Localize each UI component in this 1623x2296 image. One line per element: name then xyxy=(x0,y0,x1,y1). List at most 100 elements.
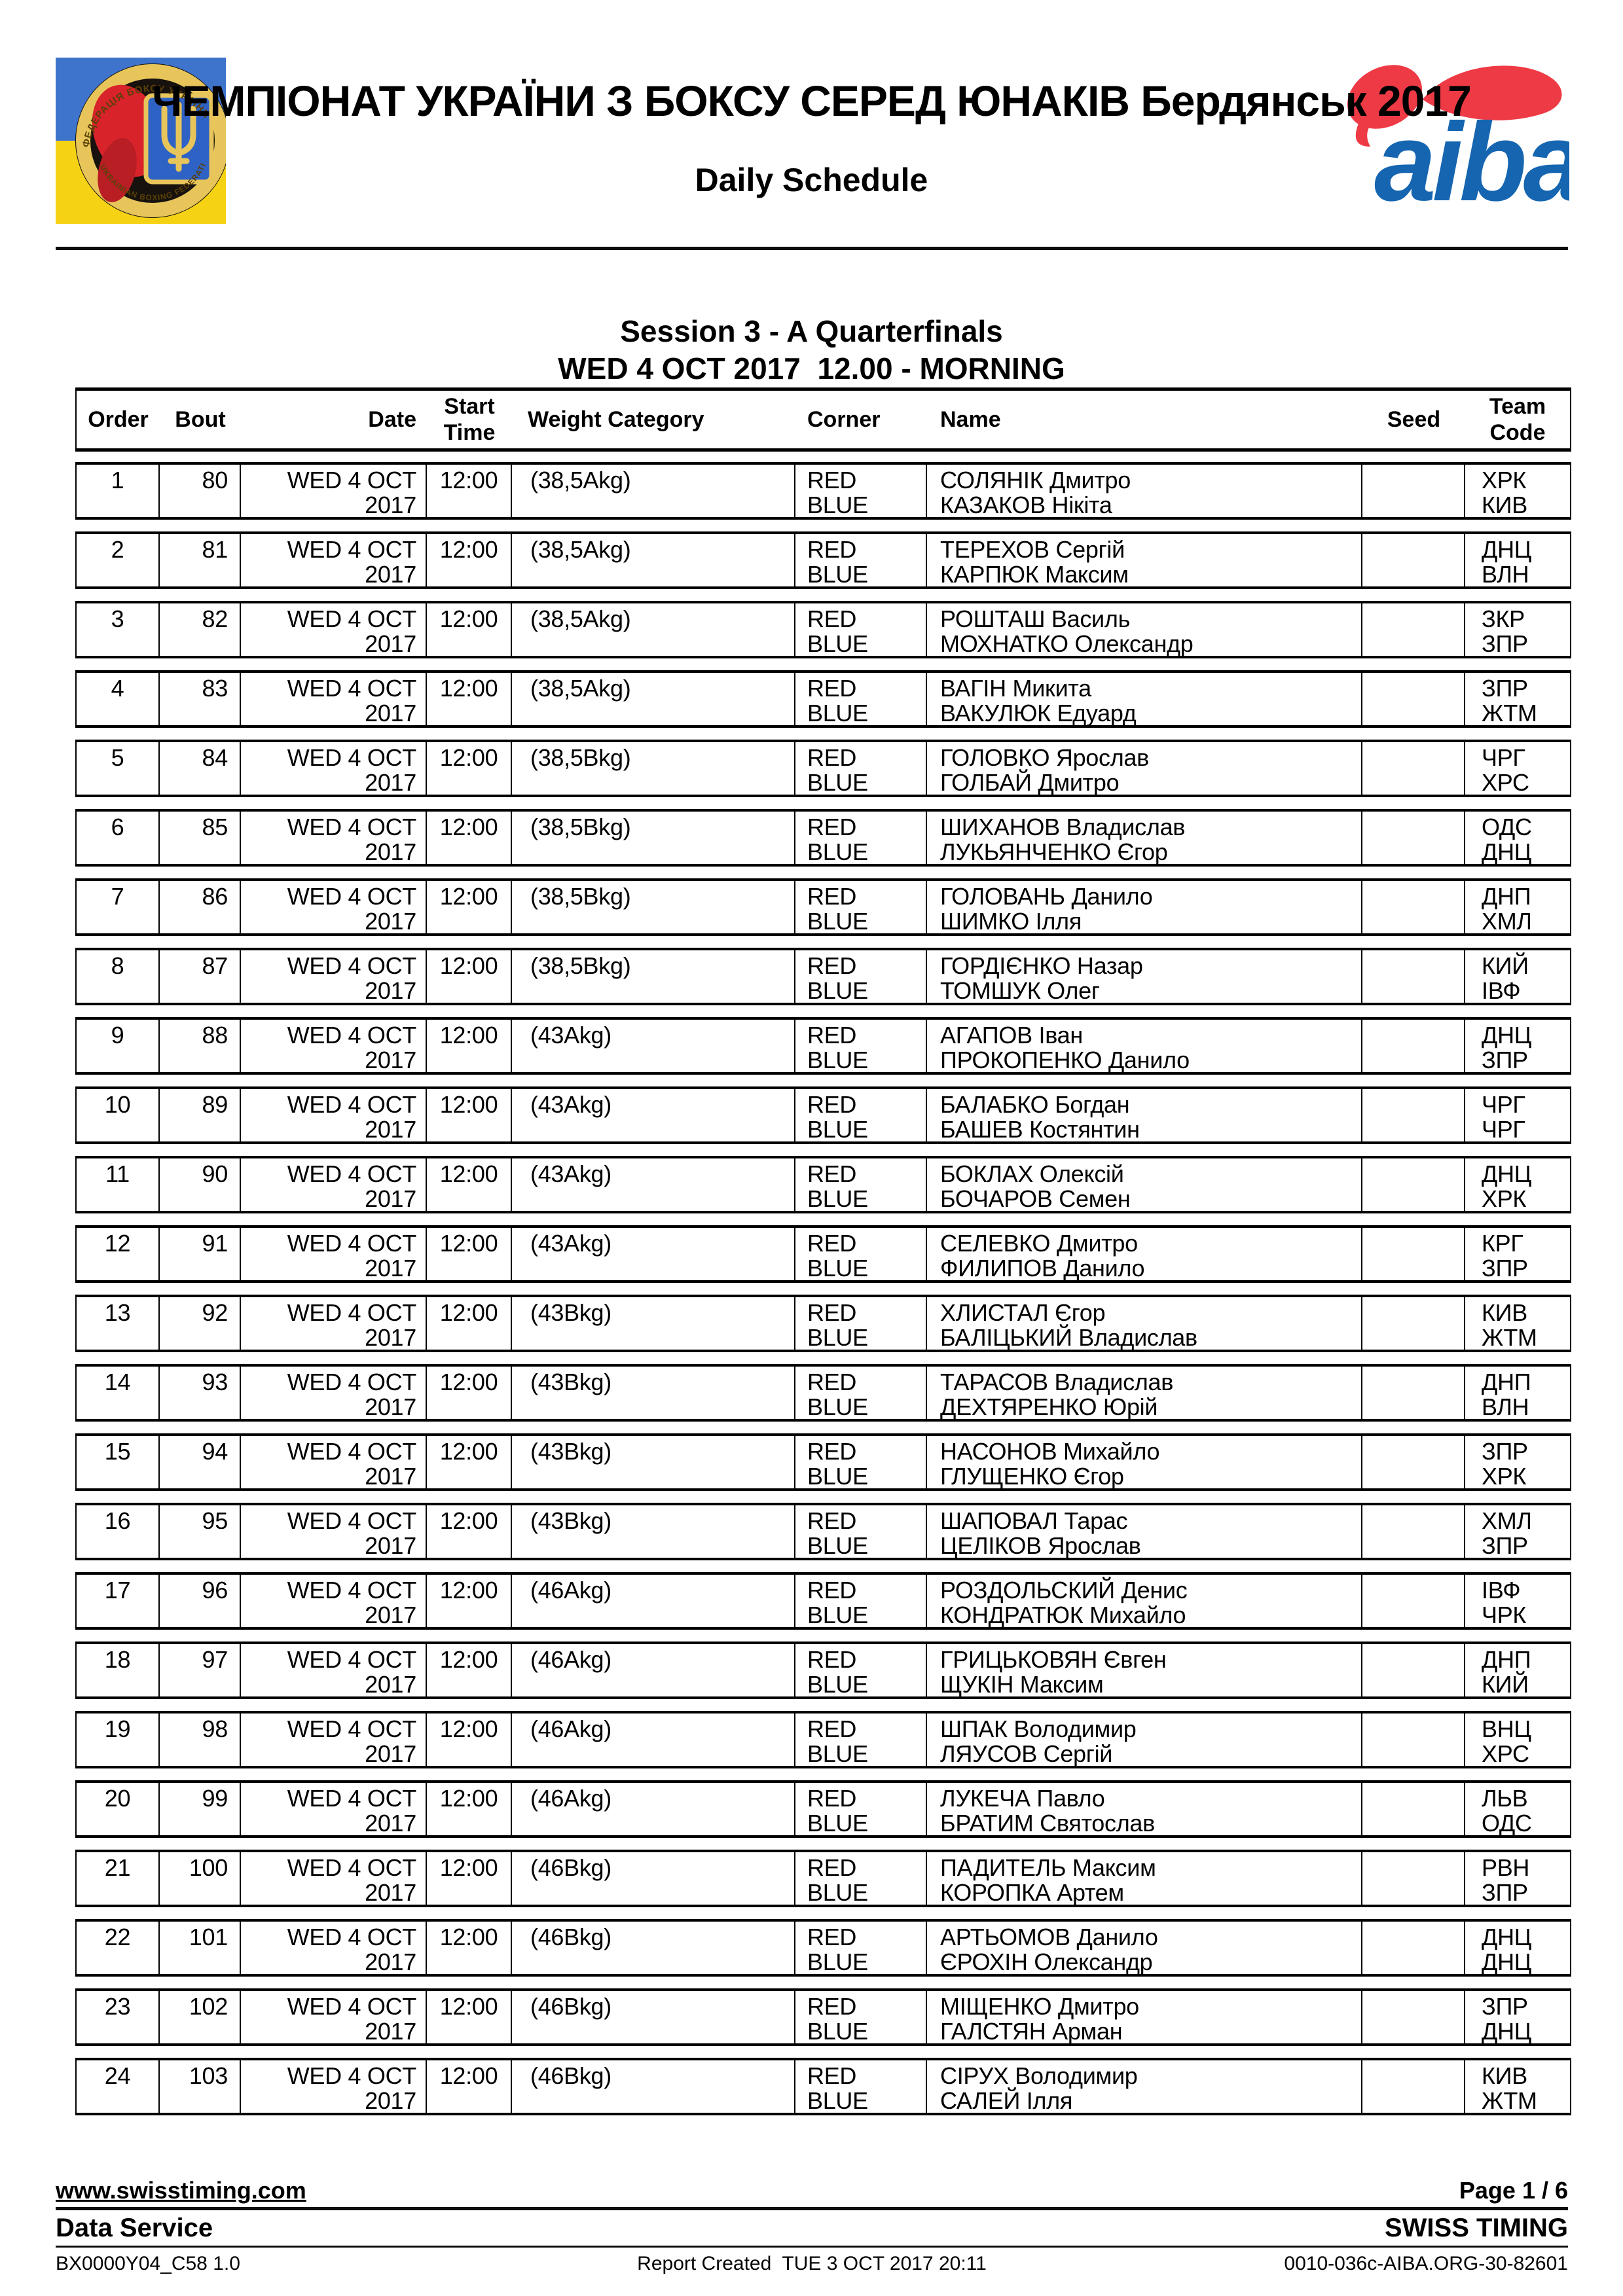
blue-team-code: ЗПР xyxy=(1482,630,1528,657)
cell-names: ШПАК Володимир ЛЯУСОВ Сергій xyxy=(927,1713,1362,1766)
red-team-code: ДНП xyxy=(1482,1646,1531,1673)
cell-corner: RED BLUE xyxy=(795,534,927,586)
aiba-swoosh-right xyxy=(1423,65,1562,120)
red-team-code: ДНЦ xyxy=(1482,1022,1532,1049)
blue-boxer-name: ЄРОХІН Олександр xyxy=(940,1948,1153,1975)
cell-order: 13 xyxy=(77,1297,160,1350)
blue-team-code: ДНЦ xyxy=(1482,838,1532,865)
table-row: 17 96 WED 4 OCT 2017 12:00 (46Akg) RED B… xyxy=(75,1572,1571,1630)
red-team-code: КРГ xyxy=(1482,1230,1523,1257)
cell-names: АРТЬОМОВ Данило ЄРОХІН Олександр xyxy=(927,1922,1362,1974)
cell-date: WED 4 OCT 2017 xyxy=(241,812,427,864)
red-boxer-name: СІРУХ Володимир xyxy=(940,2062,1138,2089)
cell-order: 9 xyxy=(77,1020,160,1072)
cell-names: РОЗДОЛЬСКИЙ Денис КОНДРАТЮК Михайло xyxy=(927,1575,1362,1627)
cell-bout: 92 xyxy=(160,1297,241,1350)
cell-team-codes: ДНП КИЙ xyxy=(1465,1644,1570,1698)
red-boxer-name: ШПАК Володимир xyxy=(940,1715,1137,1742)
corner-blue-label: BLUE xyxy=(807,561,868,588)
column-header-seed: Seed xyxy=(1387,407,1441,432)
cell-date: WED 4 OCT 2017 xyxy=(241,1367,427,1419)
page-number: Page 1 / 6 xyxy=(1459,2177,1568,2204)
red-boxer-name: СОЛЯНІК Дмитро xyxy=(940,467,1131,493)
blue-team-code: ЧРК xyxy=(1482,1602,1527,1628)
red-boxer-name: БАЛАБКО Богдан xyxy=(940,1091,1130,1118)
cell-names: ГОЛОВКО Ярослав ГОЛБАЙ Дмитро xyxy=(927,742,1362,795)
red-team-code: ЧРГ xyxy=(1482,744,1525,771)
cell-bout: 103 xyxy=(160,2060,241,2113)
cell-corner: RED BLUE xyxy=(795,950,927,1003)
cell-start-time: 12:00 xyxy=(427,2060,512,2113)
swisstiming-link[interactable]: www.swisstiming.com xyxy=(56,2177,306,2204)
table-row: 5 84 WED 4 OCT 2017 12:00 (38,5Bkg) RED … xyxy=(75,740,1571,797)
aiba-logo-graphic: aiba xyxy=(1347,65,1586,224)
cell-team-codes: ХМЛ ЗПР xyxy=(1465,1505,1570,1558)
cell-weight-category: (38,5Akg) xyxy=(512,465,795,517)
cell-bout: 84 xyxy=(160,742,241,795)
cell-corner: RED BLUE xyxy=(795,1922,927,1974)
cell-team-codes: ОДС ДНЦ xyxy=(1465,812,1570,865)
corner-blue-label: BLUE xyxy=(807,1324,868,1351)
blue-team-code: КИЙ xyxy=(1482,1671,1529,1698)
cell-order: 4 xyxy=(77,673,160,725)
cell-corner: RED BLUE xyxy=(795,465,927,517)
cell-weight-category: (38,5Akg) xyxy=(512,534,795,586)
red-boxer-name: РОШТАШ Василь xyxy=(940,605,1131,632)
red-boxer-name: СЕЛЕВКО Дмитро xyxy=(940,1230,1138,1257)
cell-start-time: 12:00 xyxy=(427,1297,512,1350)
corner-red-label: RED xyxy=(807,536,857,563)
table-row: 23 102 WED 4 OCT 2017 12:00 (46Bkg) RED … xyxy=(75,1988,1571,2046)
cell-team-codes: ЗКР ЗПР xyxy=(1465,603,1570,656)
table-row: 6 85 WED 4 OCT 2017 12:00 (38,5Bkg) RED … xyxy=(75,809,1571,867)
blue-boxer-name: БОЧАРОВ Семен xyxy=(940,1185,1131,1212)
swiss-timing-label: SWISS TIMING xyxy=(1385,2214,1568,2242)
cell-team-codes: ЗПР ЖТМ xyxy=(1465,673,1570,726)
red-team-code: ЗПР xyxy=(1482,1993,1528,2020)
session-heading: Session 3 - A Quarterfinals WED 4 OCT 20… xyxy=(0,313,1623,387)
cell-order: 8 xyxy=(77,950,160,1003)
table-row: 8 87 WED 4 OCT 2017 12:00 (38,5Bkg) RED … xyxy=(75,948,1571,1005)
cell-weight-category: (43Bkg) xyxy=(512,1297,795,1350)
red-team-code: ДНЦ xyxy=(1482,1160,1532,1187)
emblem-gold-ring xyxy=(76,64,226,217)
blue-boxer-name: ЦЕЛІКОВ Ярослав xyxy=(940,1532,1141,1559)
cell-start-time: 12:00 xyxy=(427,1922,512,1974)
federation-logo-graphic: ФЕДЕРАЦІЯ БОКСУ УКРАЇНИ UKRAINIAN BOXING… xyxy=(56,58,226,224)
red-team-code: ЗПР xyxy=(1482,1438,1528,1465)
cell-start-time: 12:00 xyxy=(427,1505,512,1558)
cell-weight-category: (38,5Bkg) xyxy=(512,950,795,1003)
cell-corner: RED BLUE xyxy=(795,1575,927,1627)
red-team-code: КИВ xyxy=(1482,1299,1527,1326)
red-team-code: РВН xyxy=(1482,1854,1530,1881)
cell-team-codes: ЧРГ ЧРГ xyxy=(1465,1089,1570,1142)
cell-corner: RED BLUE xyxy=(795,881,927,933)
cell-bout: 99 xyxy=(160,1783,241,1835)
session-title: Session 3 - A Quarterfinals xyxy=(620,314,1003,348)
table-row: 22 101 WED 4 OCT 2017 12:00 (46Bkg) RED … xyxy=(75,1919,1571,1977)
table-row: 11 90 WED 4 OCT 2017 12:00 (43Akg) RED B… xyxy=(75,1156,1571,1213)
red-team-code: ВНЦ xyxy=(1482,1715,1531,1742)
table-row: 14 93 WED 4 OCT 2017 12:00 (43Bkg) RED B… xyxy=(75,1364,1571,1422)
blue-boxer-name: МОХНАТКО Олександр xyxy=(940,630,1194,657)
corner-red-label: RED xyxy=(807,2062,857,2089)
cell-names: ХЛИСТАЛ Єгор БАЛІЦЬКИЙ Владислав xyxy=(927,1297,1362,1350)
cell-seed xyxy=(1362,534,1465,586)
red-team-code: ЧРГ xyxy=(1482,1091,1525,1118)
blue-boxer-name: БАЛІЦЬКИЙ Владислав xyxy=(940,1324,1197,1351)
cell-team-codes: КИВ ЖТМ xyxy=(1465,2060,1570,2113)
corner-blue-label: BLUE xyxy=(807,1116,868,1143)
corner-red-label: RED xyxy=(807,1438,857,1465)
cell-corner: RED BLUE xyxy=(795,673,927,725)
cell-corner: RED BLUE xyxy=(795,1713,927,1766)
cell-order: 23 xyxy=(77,1991,160,2043)
cell-bout: 91 xyxy=(160,1228,241,1280)
red-boxer-name: ПАДИТЕЛЬ Максим xyxy=(940,1854,1156,1881)
cell-names: ШИХАНОВ Владислав ЛУКЬЯНЧЕНКО Єгор xyxy=(927,812,1362,864)
cell-weight-category: (46Akg) xyxy=(512,1713,795,1766)
cell-weight-category: (46Bkg) xyxy=(512,1852,795,1905)
cell-start-time: 12:00 xyxy=(427,1575,512,1627)
blue-boxer-name: САЛЕЙ Ілля xyxy=(940,2087,1073,2114)
cell-corner: RED BLUE xyxy=(795,2060,927,2113)
corner-red-label: RED xyxy=(807,1507,857,1534)
table-row: 4 83 WED 4 OCT 2017 12:00 (38,5Akg) RED … xyxy=(75,670,1571,728)
